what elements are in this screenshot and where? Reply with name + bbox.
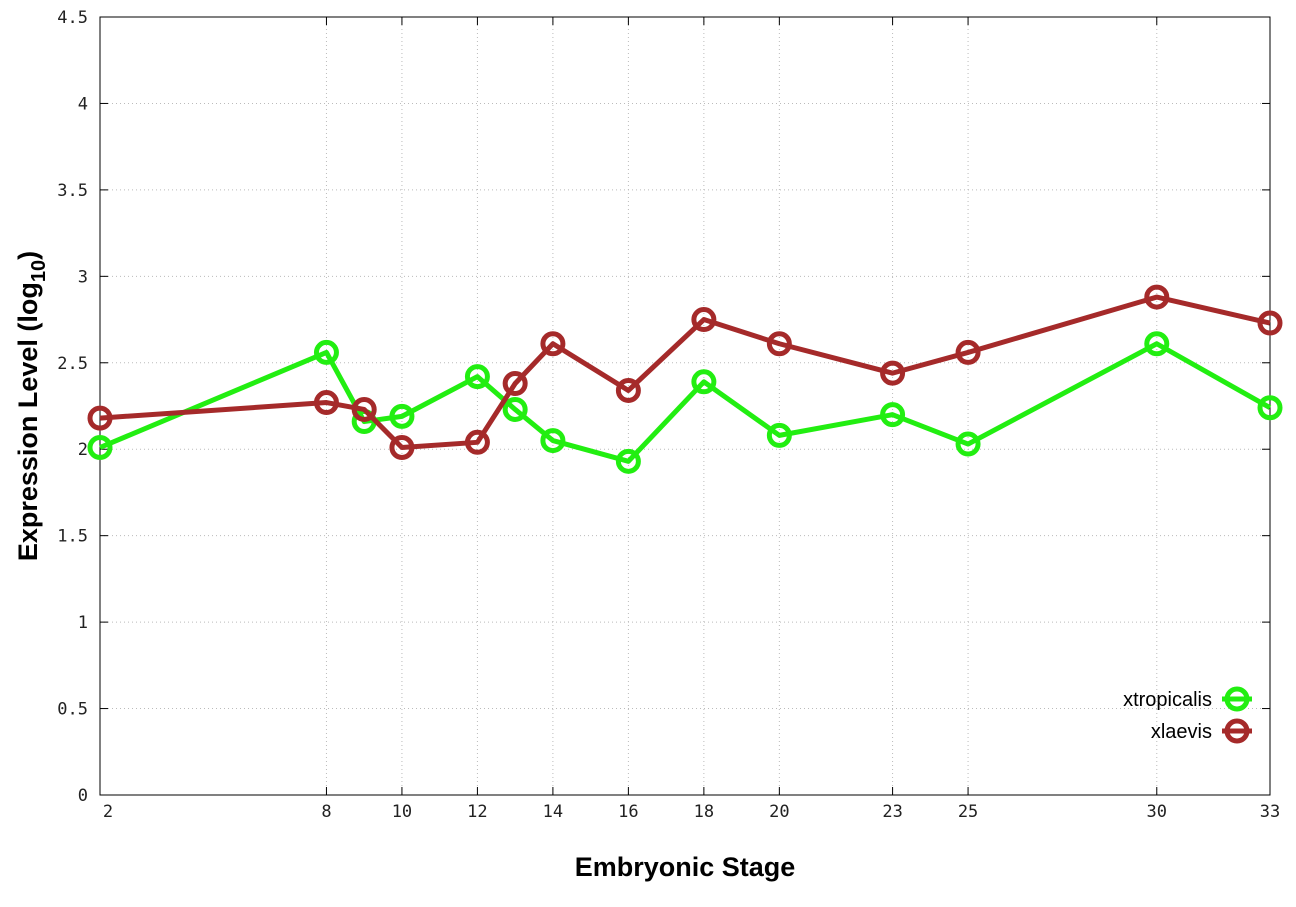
data-point-xtropicalis: [766, 422, 792, 448]
legend-label: xlaevis: [1151, 721, 1212, 743]
legend-marker: [1224, 686, 1250, 712]
data-point-xlaevis: [313, 390, 339, 416]
data-point-xtropicalis: [540, 428, 566, 454]
data-point-xtropicalis: [955, 431, 981, 457]
y-tick-label: 4.5: [57, 8, 88, 28]
data-point-xlaevis: [1257, 310, 1283, 336]
data-point-xtropicalis: [313, 339, 339, 365]
data-point-xlaevis: [502, 371, 528, 397]
data-point-xtropicalis: [502, 396, 528, 422]
y-axis-label: Expression Level (log10): [13, 251, 50, 561]
legend: xtropicalis xlaevis: [1123, 686, 1252, 744]
data-point-xtropicalis: [464, 364, 490, 390]
data-point-xtropicalis: [615, 448, 641, 474]
x-tick-label: 33: [1260, 802, 1280, 822]
data-point-xtropicalis: [87, 434, 113, 460]
data-point-xlaevis: [691, 307, 717, 333]
data-point-xlaevis: [351, 396, 377, 422]
y-tick-label: 0: [78, 786, 88, 806]
y-tick-label: 2: [78, 440, 88, 460]
data-point-xtropicalis: [691, 369, 717, 395]
data-point-xlaevis: [766, 331, 792, 357]
y-tick-label: 3: [78, 267, 88, 287]
data-point-xtropicalis: [1144, 331, 1170, 357]
y-tick-label: 1: [78, 613, 88, 633]
data-point-xlaevis: [540, 331, 566, 357]
y-tick-label: 2.5: [57, 354, 88, 374]
x-tick-label: 20: [769, 802, 789, 822]
data-point-xlaevis: [1144, 284, 1170, 310]
x-tick-label: 23: [882, 802, 902, 822]
x-tick-label: 8: [321, 802, 331, 822]
x-tick-label: 10: [392, 802, 412, 822]
x-tick-label: 18: [694, 802, 714, 822]
data-point-xlaevis: [87, 405, 113, 431]
series-line-xtropicalis: [99, 341, 1272, 464]
data-point-xlaevis: [955, 339, 981, 365]
y-tick-label: 3.5: [57, 181, 88, 201]
x-tick-label: 2: [103, 802, 113, 822]
data-point-xlaevis: [880, 360, 906, 386]
y-tick-label: 0.5: [57, 700, 88, 720]
legend-marker: [1224, 718, 1250, 744]
data-point-xtropicalis: [1257, 395, 1283, 421]
x-tick-label: 30: [1147, 802, 1167, 822]
y-tick-label: 4: [78, 94, 88, 114]
data-point-xlaevis: [389, 434, 415, 460]
data-point-xtropicalis: [880, 402, 906, 428]
grid: [100, 17, 1270, 795]
x-tick-label: 12: [467, 802, 487, 822]
y-tick-label: 1.5: [57, 527, 88, 547]
x-tick-label: 14: [543, 802, 563, 822]
x-tick-label: 25: [958, 802, 978, 822]
data-point-xtropicalis: [389, 403, 415, 429]
data-point-xlaevis: [615, 377, 641, 403]
x-tick-label: 16: [618, 802, 638, 822]
data-point-xlaevis: [464, 429, 490, 455]
x-axis-label: Embryonic Stage: [575, 852, 796, 882]
legend-label: xtropicalis: [1123, 689, 1212, 711]
